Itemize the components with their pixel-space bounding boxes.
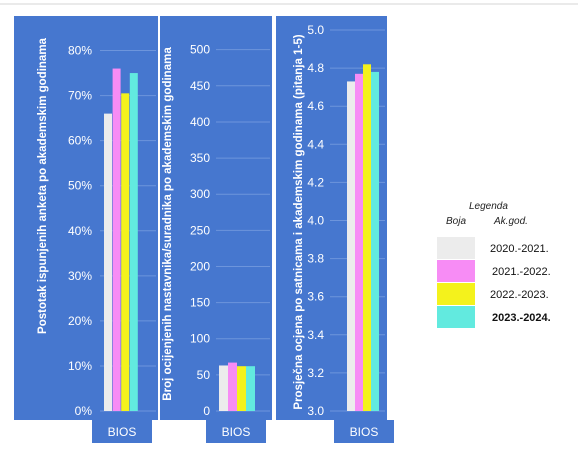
panel-3-category-box — [334, 420, 394, 443]
bar-2022.-2023. — [237, 366, 246, 411]
bar-2021.-2022. — [112, 68, 121, 411]
y-tick-label: 40% — [68, 224, 92, 238]
y-tick-label: 70% — [68, 89, 92, 103]
y-tick-label: 4.4 — [307, 137, 324, 151]
legend-column-year: Ak.god. — [493, 216, 528, 227]
y-tick-label: 250 — [190, 223, 210, 237]
bar-2021.-2022. — [355, 73, 363, 411]
bar-2020.-2021. — [104, 113, 112, 412]
y-tick-label: 30% — [68, 269, 92, 283]
bar-2020.-2021. — [219, 365, 228, 411]
panel-2-background — [160, 16, 272, 420]
y-tick-label: 50 — [197, 368, 211, 382]
legend-swatch — [437, 283, 475, 305]
y-tick-label: 60% — [68, 134, 92, 148]
y-tick-label: 50% — [68, 179, 92, 193]
y-tick-label: 100 — [190, 332, 210, 346]
panel-2-category-box — [206, 420, 266, 443]
chart-panel-3: 3.0 3.2 3.4 3.6 3.8 4.0 4.2 4.4 4.6 4.8 5.0Prosječ… — [293, 23, 385, 439]
bar-2022.-2023. — [121, 93, 130, 411]
legend-label: 2021.-2022. — [492, 266, 551, 278]
y-tick-label: 10% — [68, 359, 92, 373]
legend-column-color: Boja — [446, 216, 466, 227]
y-tick-label: 3.2 — [307, 366, 324, 380]
chart-panel-2: 0 50 100 150 200 250 300 350 400 450 500 Broj ocije… — [162, 43, 270, 439]
legend-label: 2022.-2023. — [490, 289, 549, 301]
legend-title: Legenda — [469, 201, 508, 212]
y-tick-label: 3.6 — [307, 290, 324, 304]
panel-1-category-box — [92, 420, 152, 443]
y-tick-label: 0 — [203, 404, 210, 418]
y-tick-label: 400 — [190, 115, 210, 129]
legend-swatch — [437, 260, 475, 282]
x-category-label: BIOS — [222, 425, 251, 439]
y-tick-label: 350 — [190, 151, 210, 165]
bar-2023.-2024. — [246, 366, 255, 411]
y-tick-label: 4.8 — [307, 61, 324, 75]
chart-panel-1: 0% 10% 20% 30% 40% 50% 60% 70% 80% Postotak ispun… — [37, 37, 156, 439]
y-tick-label: 5.0 — [307, 23, 324, 37]
y-tick-label: 0% — [75, 404, 93, 418]
y-tick-label: 150 — [190, 296, 210, 310]
legend-swatch — [437, 237, 475, 259]
bar-2021.-2022. — [228, 362, 237, 411]
bar-2022.-2023. — [363, 64, 371, 411]
legend-swatch — [437, 306, 475, 328]
y-tick-label: 300 — [190, 187, 210, 201]
y-tick-label: 20% — [68, 314, 92, 328]
x-category-label: BIOS — [108, 425, 137, 439]
y-tick-label: 80% — [68, 44, 92, 58]
bar-2023.-2024. — [129, 73, 138, 411]
bar-2023.-2024. — [371, 71, 379, 411]
y-tick-label: 4.2 — [307, 175, 324, 189]
legend-label: 2023.-2024. — [492, 312, 551, 324]
x-category-label: BIOS — [350, 425, 379, 439]
y-tick-label: 200 — [190, 259, 210, 273]
y-axis-label: Broj ocijenjenih nastavnika/suradnika po… — [162, 47, 174, 401]
y-axis-label: Postotak ispunjenih anketa po akademskim… — [37, 37, 49, 333]
legend: Legenda Boja Ak.god. 2020.-2021. 2021.-20… — [437, 201, 551, 328]
bar-2020.-2021. — [347, 81, 355, 411]
legend-items: 2020.-2021. 2021.-2022. 2022.-2023. 2023.-2… — [437, 237, 551, 328]
y-tick-label: 500 — [190, 43, 210, 57]
y-tick-label: 3.0 — [307, 404, 324, 418]
y-tick-label: 4.0 — [307, 214, 324, 228]
y-axis-label: Prosječna ocjena po satnicama i akademsk… — [293, 34, 305, 409]
y-tick-label: 3.8 — [307, 252, 324, 266]
y-tick-label: 450 — [190, 79, 210, 93]
y-tick-label: 3.4 — [307, 328, 324, 342]
y-tick-label: 4.6 — [307, 99, 324, 113]
legend-label: 2020.-2021. — [490, 243, 549, 255]
